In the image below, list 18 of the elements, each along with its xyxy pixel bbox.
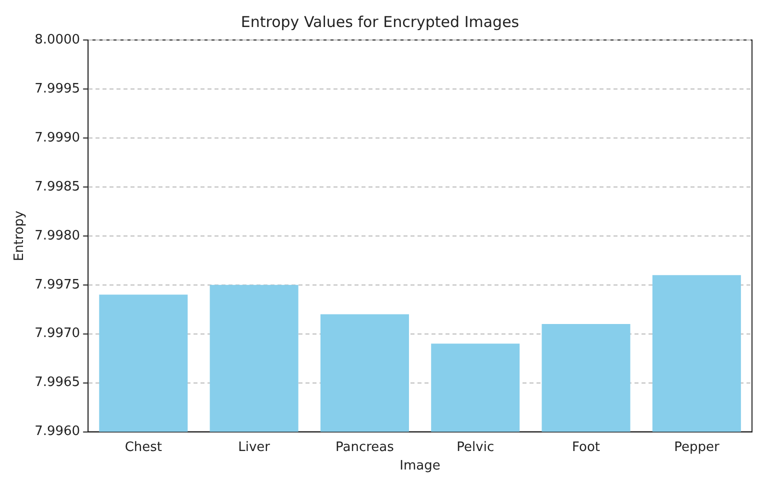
y-tick-label: 8.0000: [34, 32, 80, 48]
y-tick-label: 7.9975: [34, 277, 80, 292]
y-tick-label: 7.9960: [34, 424, 80, 440]
y-tick-label: 7.9990: [34, 130, 80, 146]
y-tick-label: 7.9970: [34, 326, 80, 342]
x-tick-label: Liver: [238, 440, 271, 455]
x-tick-label: Foot: [572, 440, 600, 455]
y-tick-label: 7.9985: [34, 179, 80, 194]
y-tick-label: 7.9980: [34, 228, 80, 244]
x-axis-title: Image: [400, 458, 440, 474]
x-tick-label: Pancreas: [336, 440, 394, 455]
y-tick-label: 7.9965: [34, 375, 80, 390]
y-axis-title: Entropy: [12, 210, 28, 262]
y-tick-label: 7.9995: [34, 81, 80, 96]
x-tick-label: Chest: [124, 440, 162, 455]
x-tick-label: Pepper: [674, 440, 720, 455]
chart-title: Entropy Values for Encrypted Images: [240, 12, 520, 31]
x-tick-label: Pelvic: [456, 440, 494, 455]
